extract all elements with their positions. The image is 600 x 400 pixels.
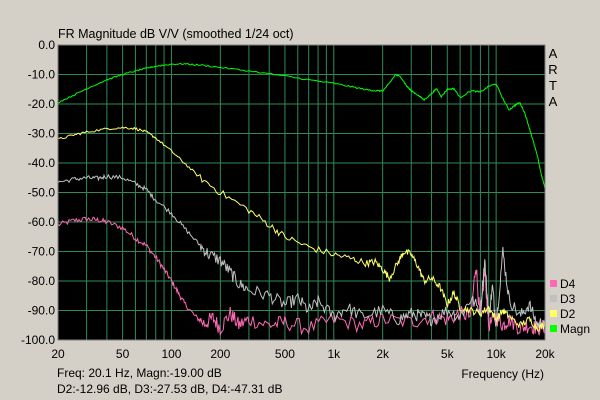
x-axis-label: Frequency (Hz) <box>461 367 544 381</box>
y-tick-label: -40.0 <box>28 156 56 170</box>
x-tick-label: 100 <box>161 347 181 361</box>
legend-swatch <box>550 295 557 302</box>
y-tick-label: -30.0 <box>28 127 56 141</box>
arta-letter: A <box>549 46 558 61</box>
y-tick-label: -100.0 <box>21 333 55 347</box>
plot-border <box>57 44 546 341</box>
cursor-readout-line2: D2:-12.96 dB, D3:-27.53 dB, D4:-47.31 dB <box>57 382 283 396</box>
x-tick-label: 5k <box>441 347 455 361</box>
y-tick-label: 0.0 <box>38 38 55 52</box>
series-line-magn <box>57 62 546 189</box>
cursor-readout-line1: Freq: 20.1 Hz, Magn:-19.00 dB <box>57 366 222 380</box>
legend-swatch <box>550 325 557 332</box>
y-tick-label: -10.0 <box>28 68 56 82</box>
arta-letter: A <box>549 94 558 109</box>
series-lines <box>57 62 546 337</box>
series-line-d4 <box>57 216 546 337</box>
y-tick-label: -90.0 <box>28 304 56 318</box>
legend-label: D3 <box>560 292 576 306</box>
x-tick-label: 200 <box>210 347 230 361</box>
y-tick-label: -20.0 <box>28 97 56 111</box>
legend-label: D2 <box>560 307 576 321</box>
y-tick-label: -50.0 <box>28 186 56 200</box>
legend-swatch <box>550 310 557 317</box>
arta-letter: T <box>549 78 557 93</box>
x-axis-ticks: 20 50 100 200 500 1k 2k 5k 10k 20k <box>51 347 555 361</box>
x-tick-label: 10k <box>486 347 506 361</box>
legend-label: D4 <box>560 277 576 291</box>
series-line-d3 <box>57 173 546 329</box>
y-axis-ticks: 0.0 -10.0 -20.0 -30.0 -40.0 -50.0 -60.0 -70.0 -8… <box>21 38 55 347</box>
x-tick-label: 2k <box>376 347 390 361</box>
series-line-d2 <box>57 126 546 332</box>
x-tick-label: 20 <box>51 347 65 361</box>
arta-letter: R <box>548 62 557 77</box>
x-tick-label: 20k <box>535 347 555 361</box>
y-tick-label: -70.0 <box>28 245 56 259</box>
chart-title: FR Magnitude dB V/V (smoothed 1/24 oct) <box>58 27 294 41</box>
legend-label: Magn <box>560 322 590 336</box>
y-tick-label: -60.0 <box>28 215 56 229</box>
x-tick-label: 500 <box>275 347 295 361</box>
legend-swatch <box>550 280 557 287</box>
x-tick-label: 1k <box>327 347 341 361</box>
y-tick-label: -80.0 <box>28 274 56 288</box>
x-tick-label: 50 <box>116 347 130 361</box>
